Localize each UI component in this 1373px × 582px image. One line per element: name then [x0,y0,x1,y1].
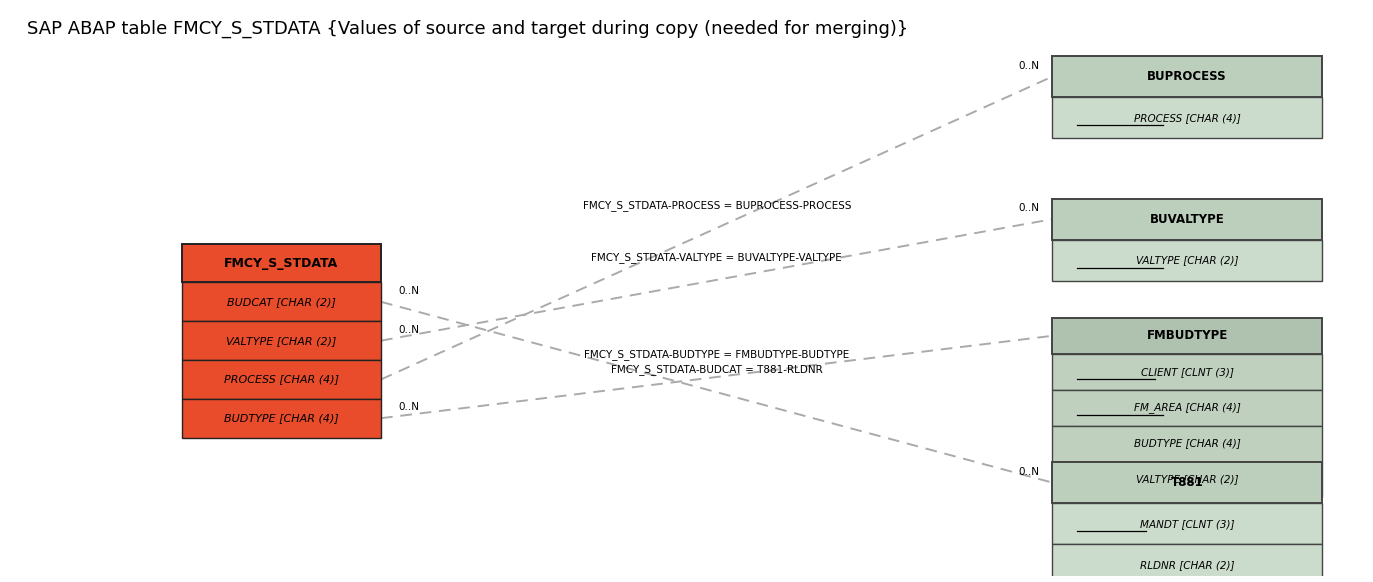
Text: 0..N: 0..N [1017,61,1039,71]
Text: 0..N: 0..N [398,286,420,296]
Text: FMCY_S_STDATA: FMCY_S_STDATA [224,257,339,269]
Bar [1053,318,1322,354]
Text: 0..N: 0..N [398,325,420,335]
Text: 0..N: 0..N [1017,204,1039,214]
Bar [1053,198,1322,240]
Bar [1053,390,1322,425]
Bar [181,360,382,399]
Bar [1053,56,1322,97]
Bar [1053,354,1322,390]
Text: CLIENT [CLNT (3)]: CLIENT [CLNT (3)] [1141,367,1233,377]
Text: BUDTYPE [CHAR (4)]: BUDTYPE [CHAR (4)] [1134,439,1240,449]
Text: FM_AREA [CHAR (4)]: FM_AREA [CHAR (4)] [1134,402,1240,413]
Text: BUVALTYPE: BUVALTYPE [1149,212,1225,226]
Text: BUDTYPE [CHAR (4)]: BUDTYPE [CHAR (4)] [224,413,339,423]
Bar [1053,503,1322,544]
Text: PROCESS [CHAR (4)]: PROCESS [CHAR (4)] [1134,112,1240,123]
Bar [181,321,382,360]
Text: 0..N: 0..N [1017,467,1039,477]
Text: VALTYPE [CHAR (2)]: VALTYPE [CHAR (2)] [227,336,336,346]
Text: RLDNR [CHAR (2)]: RLDNR [CHAR (2)] [1140,560,1234,570]
Bar [1053,544,1322,582]
Bar [1053,240,1322,281]
Text: PROCESS [CHAR (4)]: PROCESS [CHAR (4)] [224,374,339,384]
Bar [181,282,382,321]
Bar [1053,462,1322,498]
Text: BUDCAT [CHAR (2)]: BUDCAT [CHAR (2)] [227,297,336,307]
Text: 0..N: 0..N [398,403,420,413]
Text: BUPROCESS: BUPROCESS [1148,70,1227,83]
Bar [181,244,382,282]
Bar [1053,462,1322,503]
Text: FMCY_S_STDATA-PROCESS = BUPROCESS-PROCESS: FMCY_S_STDATA-PROCESS = BUPROCESS-PROCES… [582,200,851,211]
Text: FMCY_S_STDATA-BUDTYPE = FMBUDTYPE-BUDTYPE: FMCY_S_STDATA-BUDTYPE = FMBUDTYPE-BUDTYP… [584,349,850,360]
Text: VALTYPE [CHAR (2)]: VALTYPE [CHAR (2)] [1135,474,1238,484]
Text: FMCY_S_STDATA-BUDCAT = T881-RLDNR: FMCY_S_STDATA-BUDCAT = T881-RLDNR [611,364,822,375]
Bar [181,399,382,438]
Text: MANDT [CLNT (3)]: MANDT [CLNT (3)] [1140,519,1234,528]
Text: FMBUDTYPE: FMBUDTYPE [1146,329,1227,342]
Bar [1053,97,1322,138]
Text: SAP ABAP table FMCY_S_STDATA {Values of source and target during copy (needed fo: SAP ABAP table FMCY_S_STDATA {Values of … [27,20,909,38]
Bar [1053,425,1322,462]
Text: FMCY_S_STDATA-VALTYPE = BUVALTYPE-VALTYPE: FMCY_S_STDATA-VALTYPE = BUVALTYPE-VALTYP… [592,252,842,262]
Text: VALTYPE [CHAR (2)]: VALTYPE [CHAR (2)] [1135,255,1238,265]
Text: T881: T881 [1171,476,1203,489]
